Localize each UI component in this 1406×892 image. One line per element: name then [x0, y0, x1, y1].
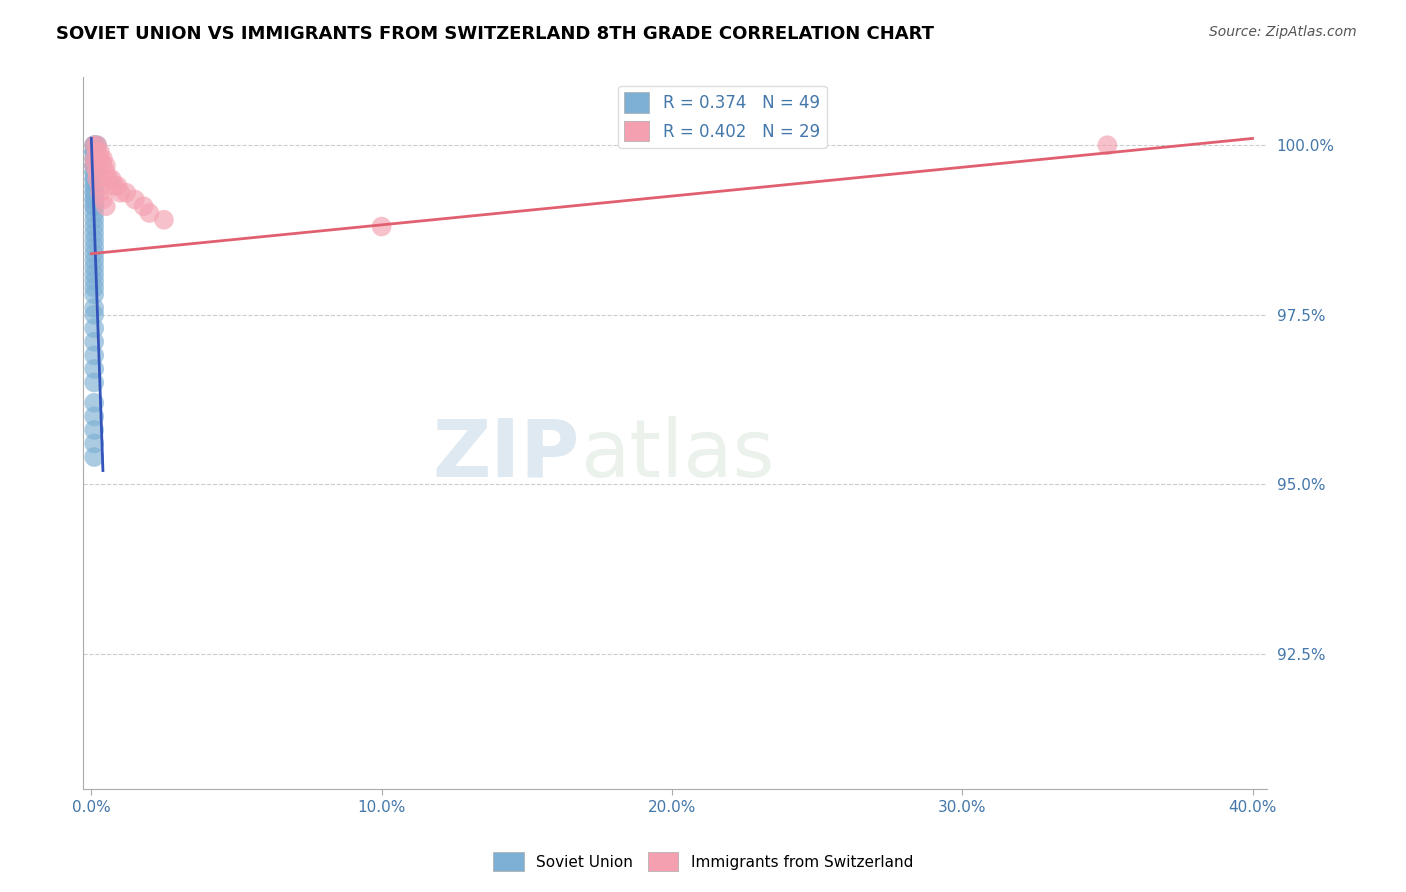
Point [132, 199, 155, 213]
Point [86, 138, 108, 153]
Point [83, 145, 105, 159]
Text: Source: ZipAtlas.com: Source: ZipAtlas.com [1209, 25, 1357, 39]
Point [91, 152, 114, 166]
Point [89, 145, 111, 159]
Point [89, 152, 111, 166]
Point [83, 159, 105, 173]
Point [83, 301, 105, 315]
Point [97, 172, 120, 186]
Legend: Soviet Union, Immigrants from Switzerland: Soviet Union, Immigrants from Switzerlan… [486, 847, 920, 877]
Point [138, 206, 160, 220]
Point [83, 152, 105, 166]
Point [83, 159, 105, 173]
Point [110, 186, 132, 200]
Point [83, 193, 105, 207]
Point [83, 178, 105, 193]
Point [83, 280, 105, 294]
Point [83, 178, 105, 193]
Point [83, 308, 105, 322]
Point [83, 233, 105, 247]
Point [83, 267, 105, 281]
Point [83, 376, 105, 390]
Point [153, 212, 176, 227]
Point [83, 409, 105, 424]
Point [83, 138, 105, 153]
Point [83, 253, 105, 268]
Point [83, 199, 105, 213]
Point [83, 199, 105, 213]
Point [94, 159, 117, 173]
Point [83, 159, 105, 173]
Point [83, 334, 105, 349]
Point [89, 186, 111, 200]
Point [83, 186, 105, 200]
Point [83, 260, 105, 275]
Point [83, 423, 105, 437]
Point [83, 240, 105, 254]
Point [94, 165, 117, 179]
Point [83, 165, 105, 179]
Point [103, 178, 125, 193]
Point [83, 152, 105, 166]
Point [107, 178, 129, 193]
Text: ZIP: ZIP [433, 416, 581, 493]
Point [1097, 138, 1119, 153]
Point [83, 186, 105, 200]
Point [83, 145, 105, 159]
Point [83, 165, 105, 179]
Point [83, 172, 105, 186]
Point [83, 227, 105, 241]
Point [83, 321, 105, 335]
Point [124, 193, 146, 207]
Text: SOVIET UNION VS IMMIGRANTS FROM SWITZERLAND 8TH GRADE CORRELATION CHART: SOVIET UNION VS IMMIGRANTS FROM SWITZERL… [56, 25, 934, 43]
Point [86, 138, 108, 153]
Point [83, 362, 105, 376]
Point [83, 246, 105, 260]
Point [83, 219, 105, 234]
Point [91, 193, 114, 207]
Point [89, 178, 111, 193]
Point [83, 206, 105, 220]
Point [100, 172, 122, 186]
Point [83, 287, 105, 301]
Point [370, 219, 392, 234]
Point [83, 193, 105, 207]
Point [83, 212, 105, 227]
Point [83, 159, 105, 173]
Point [115, 186, 138, 200]
Point [83, 138, 105, 153]
Point [83, 348, 105, 362]
Point [83, 274, 105, 288]
Point [91, 159, 114, 173]
Point [86, 165, 108, 179]
Point [86, 172, 108, 186]
Point [83, 450, 105, 464]
Point [86, 145, 108, 159]
Point [83, 145, 105, 159]
Point [83, 172, 105, 186]
Point [83, 396, 105, 410]
Point [83, 138, 105, 153]
Point [83, 152, 105, 166]
Point [86, 152, 108, 166]
Point [83, 436, 105, 450]
Text: atlas: atlas [581, 416, 775, 493]
Legend: R = 0.374   N = 49, R = 0.402   N = 29: R = 0.374 N = 49, R = 0.402 N = 29 [617, 86, 827, 148]
Point [94, 199, 117, 213]
